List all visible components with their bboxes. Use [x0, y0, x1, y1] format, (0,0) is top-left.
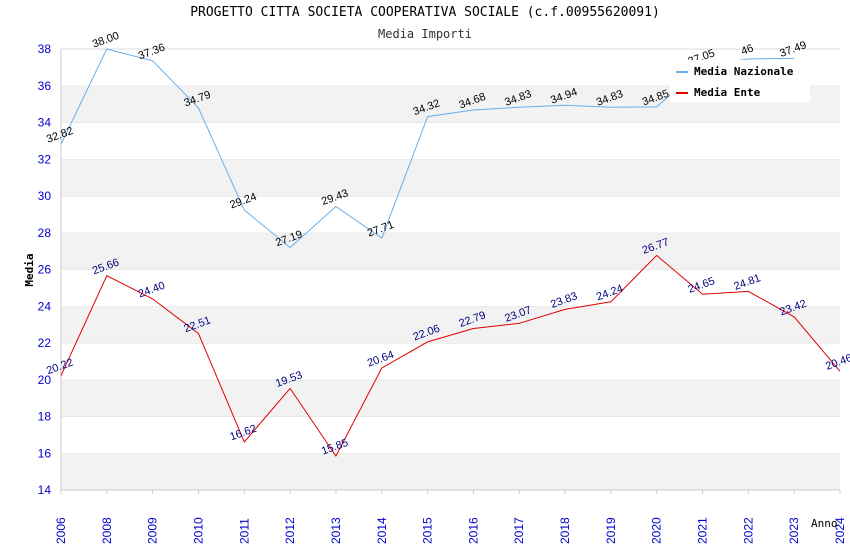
y-tick-label: 36 — [38, 79, 52, 93]
x-tick-label: 2012 — [283, 517, 297, 544]
legend-swatch-media-nazionale — [676, 71, 688, 73]
data-label-media-nazionale: 38.00 — [91, 30, 121, 51]
grid-band — [61, 416, 840, 454]
data-label-media-nazionale: 46 — [740, 42, 756, 57]
x-tick-label: 2021 — [696, 517, 710, 544]
x-tick-labels: 2006 2008 2009 2010 2011 2012 2013 2014 2015 2016… — [54, 490, 847, 544]
x-tick-label: 2020 — [650, 517, 664, 544]
x-tick-label: 2014 — [375, 517, 389, 544]
chart-subtitle: Media Importi — [378, 27, 472, 41]
y-tick-label: 16 — [38, 446, 52, 460]
x-tick-label: 2008 — [100, 517, 114, 544]
x-tick-label: 2018 — [558, 517, 572, 544]
y-tick-label: 28 — [38, 226, 52, 240]
x-axis-label: Anno — [811, 517, 838, 530]
y-tick-label: 34 — [38, 116, 52, 130]
y-axis-label: Media — [23, 253, 36, 286]
grid-band — [61, 453, 840, 490]
x-tick-label: 2017 — [512, 517, 526, 544]
y-tick-label: 26 — [38, 263, 52, 277]
legend-item-media-ente: Media Ente — [670, 83, 810, 102]
y-tick-label: 18 — [38, 410, 52, 424]
y-tick-label: 38 — [38, 42, 52, 56]
grid-band — [61, 232, 840, 270]
y-tick-label: 24 — [38, 299, 52, 313]
grid-band — [61, 343, 840, 380]
x-tick-label: 2019 — [604, 517, 618, 544]
x-tick-label: 2009 — [146, 517, 160, 544]
x-tick-label: 2024 — [833, 517, 847, 544]
x-tick-label: 2015 — [421, 517, 435, 544]
x-tick-label: 2016 — [466, 517, 480, 544]
grid-band — [61, 269, 840, 307]
x-tick-label: 2011 — [237, 518, 251, 544]
x-tick-label: 2013 — [329, 517, 343, 544]
grid-band — [61, 196, 840, 233]
y-tick-labels: 14 16 18 20 22 24 26 28 30 32 34 36 38 — [38, 42, 52, 497]
y-tick-label: 30 — [38, 189, 52, 203]
x-tick-label: 2006 — [54, 517, 68, 544]
y-tick-label: 22 — [38, 336, 52, 350]
x-tick-label: 2010 — [191, 517, 205, 544]
y-tick-label: 20 — [38, 373, 52, 387]
legend-swatch-media-ente — [676, 92, 688, 94]
grid-band — [61, 379, 840, 417]
legend-label-media-nazionale: Media Nazionale — [694, 65, 794, 78]
x-tick-label: 2023 — [787, 517, 801, 544]
grid-band — [61, 306, 840, 343]
x-tick-label: 2022 — [741, 517, 755, 544]
legend-item-media-nazionale: Media Nazionale — [670, 62, 810, 81]
chart-legend: Media Nazionale Media Ente — [670, 60, 810, 102]
grid-bands — [61, 48, 840, 490]
series-line-media-ente — [60, 254, 841, 457]
y-tick-label: 14 — [38, 483, 52, 497]
y-tick-label: 32 — [38, 152, 52, 166]
chart-title: PROGETTO CITTA SOCIETA COOPERATIVA SOCIA… — [190, 5, 660, 20]
grid-band — [61, 122, 840, 160]
axes — [60, 49, 840, 491]
legend-label-media-ente: Media Ente — [694, 86, 761, 99]
grid-band — [61, 159, 840, 196]
